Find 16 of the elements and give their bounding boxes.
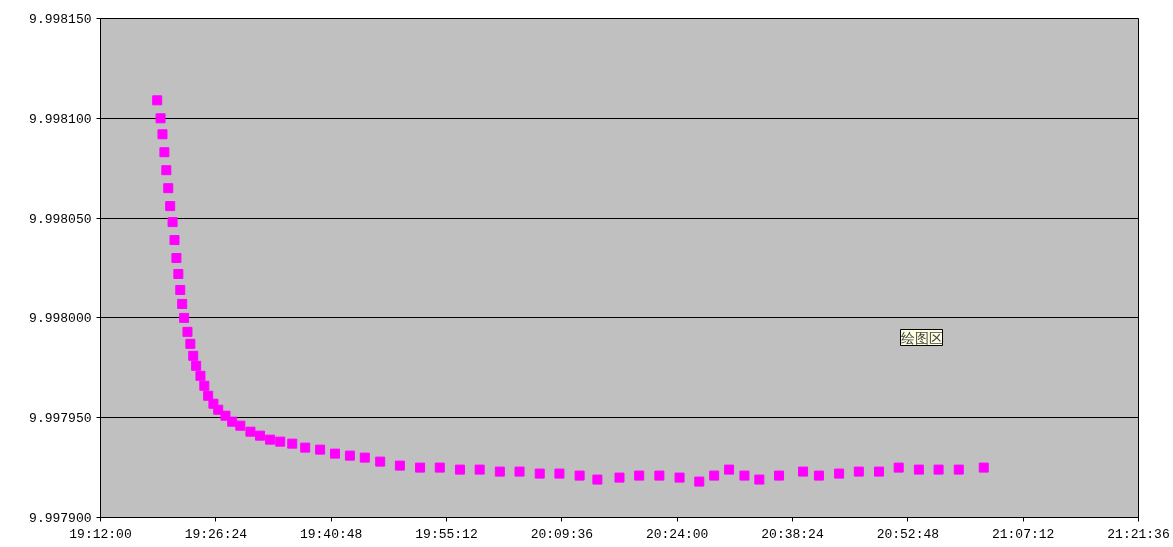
x-tick-label: 19:40:48 [299, 526, 363, 542]
y-tick-label: 9.998150 [29, 12, 92, 27]
x-tick-label: 20:52:48 [876, 526, 940, 542]
y-tick-label: 9.998050 [29, 211, 92, 227]
x-tick-label: 19:55:12 [415, 526, 478, 542]
y-tick-label: 9.998100 [29, 111, 92, 127]
x-tick-label: 19:12:00 [69, 526, 132, 542]
x-tick-label: 21:21:36 [1107, 526, 1170, 542]
x-tick-label: 19:26:24 [184, 526, 248, 542]
y-tick-label: 9.997900 [29, 511, 92, 526]
y-tick-label: 9.998000 [29, 311, 92, 327]
y-tick-label: 9.997950 [29, 411, 92, 427]
x-tick-label: 20:09:36 [530, 526, 594, 542]
x-tick-label: 20:24:00 [645, 526, 709, 542]
x-tick-label: 20:38:24 [761, 526, 824, 542]
x-tick-label: 21:07:12 [991, 526, 1055, 542]
